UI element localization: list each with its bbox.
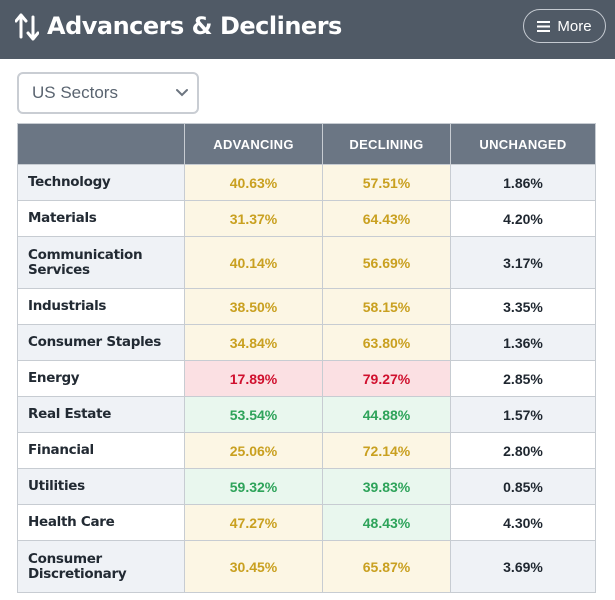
declining-value: 39.83% — [322, 468, 451, 505]
declining-value: 58.15% — [322, 288, 451, 325]
table-row[interactable]: Industrials 38.50% 58.15% 3.35% — [17, 288, 596, 325]
more-button-label: More — [557, 17, 592, 35]
declining-value: 57.51% — [322, 164, 451, 201]
table-row[interactable]: Consumer Staples 34.84% 63.80% 1.36% — [17, 324, 596, 361]
advancing-value: 17.89% — [184, 360, 323, 397]
advancing-value: 59.32% — [184, 468, 323, 505]
table-row[interactable]: Consumer Discretionary 30.45% 65.87% 3.69% — [17, 540, 596, 593]
advancing-value: 34.84% — [184, 324, 323, 361]
column-header-declining[interactable]: DECLINING — [322, 123, 451, 165]
sector-name: Consumer Discretionary — [17, 540, 185, 593]
declining-value: 72.14% — [322, 432, 451, 469]
unchanged-value: 3.69% — [450, 540, 596, 593]
sector-name: Health Care — [17, 504, 185, 541]
unchanged-value: 3.17% — [450, 236, 596, 289]
column-header-advancing[interactable]: ADVANCING — [184, 123, 323, 165]
advancing-value: 47.27% — [184, 504, 323, 541]
table-row[interactable]: Communication Services 40.14% 56.69% 3.17% — [17, 236, 596, 289]
declining-value: 48.43% — [322, 504, 451, 541]
advancing-value: 53.54% — [184, 396, 323, 433]
table-row[interactable]: Financial 25.06% 72.14% 2.80% — [17, 432, 596, 469]
unchanged-value: 2.80% — [450, 432, 596, 469]
sector-name: Utilities — [17, 468, 185, 505]
unchanged-value: 4.20% — [450, 200, 596, 237]
declining-value: 63.80% — [322, 324, 451, 361]
advancing-value: 38.50% — [184, 288, 323, 325]
advancing-value: 31.37% — [184, 200, 323, 237]
menu-icon — [537, 20, 551, 32]
select-value: US Sectors — [32, 83, 118, 102]
advancing-value: 40.63% — [184, 164, 323, 201]
unchanged-value: 3.35% — [450, 288, 596, 325]
advancing-value: 30.45% — [184, 540, 323, 593]
table-row[interactable]: Health Care 47.27% 48.43% 4.30% — [17, 504, 596, 541]
unchanged-value: 1.36% — [450, 324, 596, 361]
sector-name: Technology — [17, 164, 185, 201]
unchanged-value: 1.57% — [450, 396, 596, 433]
unchanged-value: 2.85% — [450, 360, 596, 397]
table-header-row: ADVANCING DECLINING UNCHANGED — [17, 123, 596, 165]
table-row[interactable]: Materials 31.37% 64.43% 4.20% — [17, 200, 596, 237]
sector-name: Energy — [17, 360, 185, 397]
page-title: Advancers & Decliners — [47, 12, 342, 40]
table-row[interactable]: Energy 17.89% 79.27% 2.85% — [17, 360, 596, 397]
column-header-sector — [17, 123, 185, 165]
declining-value: 65.87% — [322, 540, 451, 593]
sector-name: Real Estate — [17, 396, 185, 433]
table-row[interactable]: Real Estate 53.54% 44.88% 1.57% — [17, 396, 596, 433]
sector-name: Industrials — [17, 288, 185, 325]
sector-name: Communication Services — [17, 236, 185, 289]
column-header-unchanged[interactable]: UNCHANGED — [450, 123, 596, 165]
unchanged-value: 1.86% — [450, 164, 596, 201]
sector-name: Financial — [17, 432, 185, 469]
unchanged-value: 0.85% — [450, 468, 596, 505]
page-header: Advancers & Decliners More — [0, 0, 615, 59]
declining-value: 56.69% — [322, 236, 451, 289]
table-row[interactable]: Technology 40.63% 57.51% 1.86% — [17, 164, 596, 201]
sector-name: Materials — [17, 200, 185, 237]
advancing-value: 40.14% — [184, 236, 323, 289]
declining-value: 44.88% — [322, 396, 451, 433]
advancers-decliners-table: ADVANCING DECLINING UNCHANGED Technology… — [17, 123, 596, 593]
sector-group-select[interactable]: US Sectors — [17, 72, 199, 114]
sector-name: Consumer Staples — [17, 324, 185, 361]
sort-arrows-icon — [15, 13, 39, 41]
more-button[interactable]: More — [523, 9, 606, 43]
declining-value: 79.27% — [322, 360, 451, 397]
chevron-down-icon — [176, 89, 188, 97]
declining-value: 64.43% — [322, 200, 451, 237]
unchanged-value: 4.30% — [450, 504, 596, 541]
advancing-value: 25.06% — [184, 432, 323, 469]
table-row[interactable]: Utilities 59.32% 39.83% 0.85% — [17, 468, 596, 505]
